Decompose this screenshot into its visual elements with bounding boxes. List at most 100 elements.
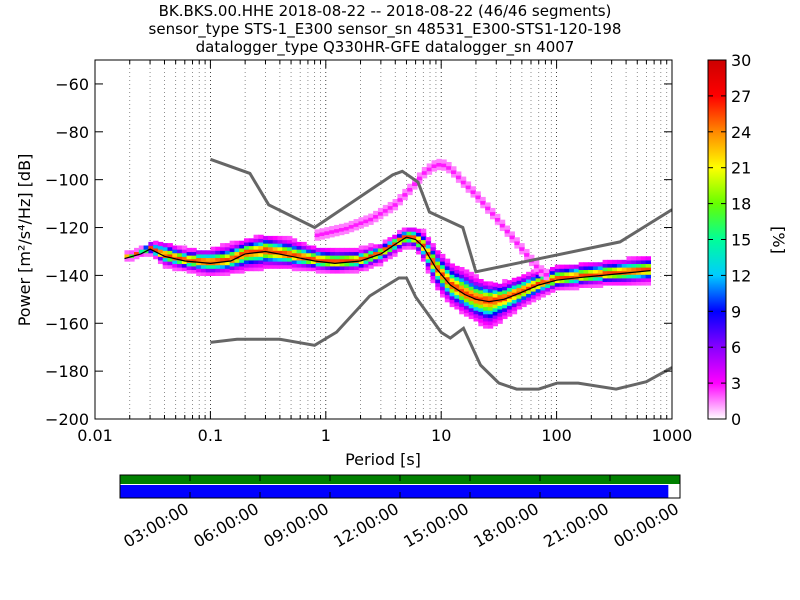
heatmap-cell <box>339 258 346 263</box>
chart-title-line-2: sensor_type STS-1_E300 sensor_sn 48531_E… <box>148 20 622 38</box>
heatmap-cell <box>602 263 608 268</box>
heatmap-cell <box>455 175 462 180</box>
heatmap-cell <box>248 263 255 268</box>
heatmap-cell <box>435 286 441 291</box>
heatmap-cell <box>315 265 322 271</box>
heatmap-cell <box>535 288 542 293</box>
heatmap-cell <box>324 234 330 239</box>
heatmap-cell <box>310 259 317 265</box>
heatmap-cell <box>583 269 589 274</box>
heatmap-cell <box>514 240 520 246</box>
heatmap-cell <box>353 247 360 253</box>
heatmap-cell <box>516 301 522 306</box>
heatmap-cell <box>181 252 188 257</box>
heatmap-cell <box>296 249 302 254</box>
heatmap-cell <box>181 245 188 250</box>
heatmap-cell <box>621 259 628 265</box>
heatmap-cell <box>463 280 470 285</box>
heatmap-cell <box>234 247 240 253</box>
heatmap-cell <box>449 288 455 293</box>
heatmap-cell <box>440 268 446 273</box>
heatmap-cell <box>272 243 279 248</box>
heatmap-cell <box>526 300 532 305</box>
heatmap-cell <box>129 257 135 262</box>
heatmap-cell <box>564 286 570 291</box>
heatmap-cell <box>363 249 369 254</box>
heatmap-cell <box>530 294 537 299</box>
heatmap-cell <box>387 251 393 256</box>
heatmap-cell <box>401 238 408 243</box>
heatmap-cell <box>459 302 465 308</box>
heatmap-cell <box>483 281 489 286</box>
heatmap-cell <box>239 265 245 271</box>
heatmap-cell <box>640 281 647 286</box>
heatmap-cell <box>440 278 446 284</box>
heatmap-cell <box>497 312 503 317</box>
heatmap-cell <box>343 229 350 235</box>
heatmap-cell <box>306 256 312 261</box>
heatmap-cell <box>468 304 475 309</box>
heatmap-cell <box>200 250 207 255</box>
heatmap-cell <box>353 255 360 260</box>
heatmap-cell <box>468 293 475 298</box>
heatmap-cell <box>234 240 240 245</box>
heatmap-cell <box>224 246 231 251</box>
heatmap-cell <box>616 277 623 282</box>
heatmap-cell <box>516 294 522 299</box>
y-tick-label: −200 <box>45 410 89 429</box>
heatmap-cell <box>258 263 264 268</box>
heatmap-cell <box>483 292 489 297</box>
heatmap-cell <box>593 273 599 278</box>
heatmap-cell <box>449 292 455 297</box>
heatmap-cell <box>239 247 245 253</box>
heatmap-cell <box>277 264 283 269</box>
heatmap-cell <box>559 286 565 291</box>
heatmap-cell <box>494 217 501 222</box>
y-tick-label: −100 <box>45 171 89 190</box>
heatmap-cell <box>441 163 447 168</box>
heatmap-cell <box>430 264 436 269</box>
heatmap-cell <box>153 240 159 245</box>
heatmap-cell <box>492 307 499 312</box>
heatmap-cell <box>396 233 403 238</box>
heatmap-cell <box>396 244 403 249</box>
colorbar-tick-label: 15 <box>731 231 751 250</box>
heatmap-cell <box>473 317 479 322</box>
heatmap-cell <box>234 258 240 263</box>
heatmap-cell <box>569 282 575 287</box>
heatmap-cell <box>478 293 484 298</box>
heatmap-cell <box>210 268 216 273</box>
heatmap-cell <box>440 271 446 276</box>
heatmap-cell <box>540 275 546 280</box>
heatmap-cell <box>267 239 274 244</box>
heatmap-cell <box>444 294 451 299</box>
heatmap-cell <box>229 255 236 260</box>
heatmap-cell <box>421 167 428 172</box>
heatmap-cell <box>602 267 608 272</box>
heatmap-cell <box>435 278 441 284</box>
heatmap-cell <box>200 253 207 259</box>
heatmap-cell <box>363 252 369 257</box>
heatmap-cell <box>229 240 236 245</box>
heatmap-cell <box>287 239 293 244</box>
heatmap-cell <box>578 262 585 267</box>
heatmap-cell <box>463 283 470 288</box>
heatmap-cell <box>248 249 255 254</box>
heatmap-cell <box>306 259 312 265</box>
heatmap-cell <box>181 259 188 265</box>
heatmap-cell <box>528 261 535 267</box>
heatmap-cell <box>640 277 647 282</box>
heatmap-cell <box>473 313 479 318</box>
heatmap-cell <box>363 259 369 265</box>
heatmap-cell <box>397 197 403 202</box>
heatmap-cell <box>631 274 637 279</box>
heatmap-cell <box>258 241 264 247</box>
heatmap-cell <box>229 265 236 271</box>
heatmap-cell <box>426 167 433 172</box>
heatmap-cell <box>521 281 527 286</box>
heatmap-cell <box>521 277 527 282</box>
heatmap-cell <box>253 252 259 257</box>
heatmap-cell <box>420 246 427 251</box>
heatmap-cell <box>348 228 355 233</box>
y-tick-label: −80 <box>55 123 89 142</box>
